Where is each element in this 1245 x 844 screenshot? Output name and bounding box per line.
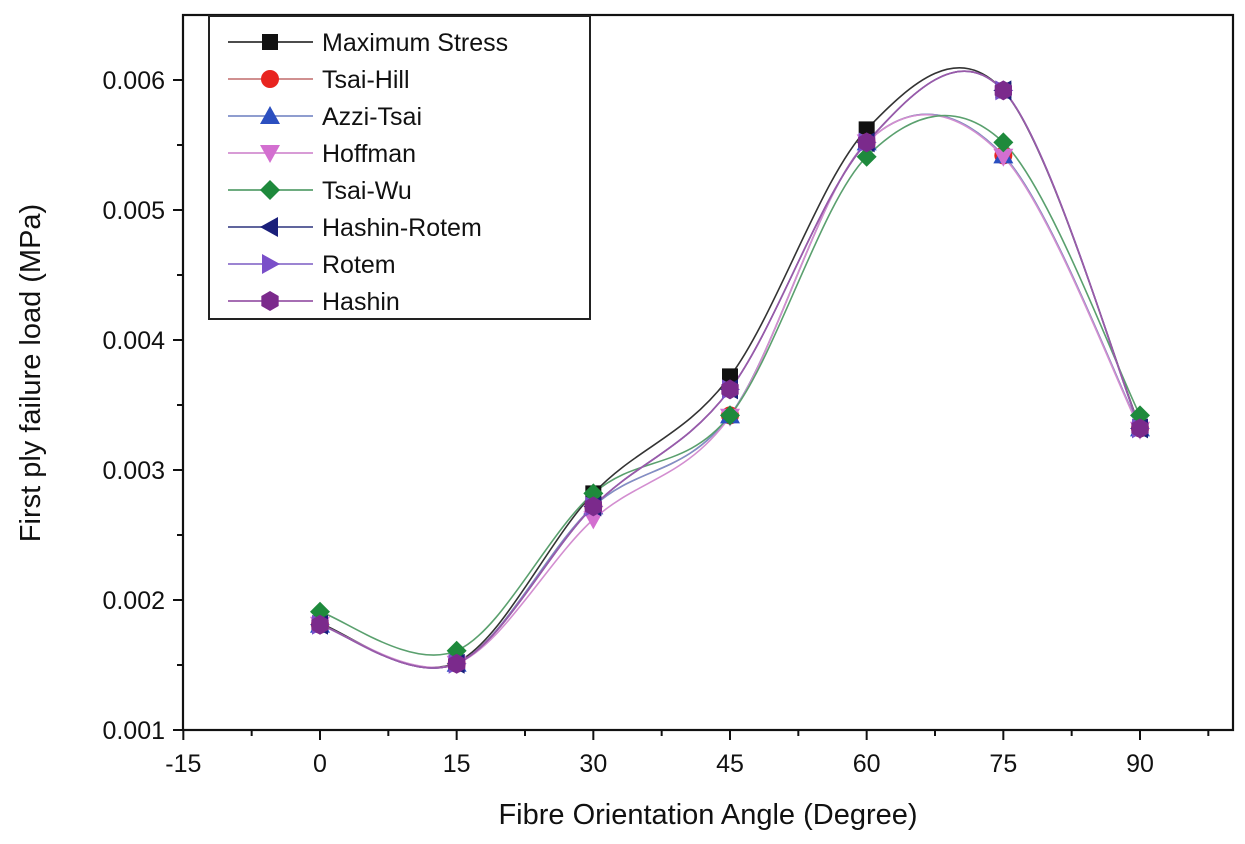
legend-item: Maximum Stress	[228, 29, 508, 57]
legend-label: Rotem	[322, 251, 396, 279]
x-tick-label: -15	[165, 750, 201, 778]
legend-label: Tsai-Hill	[322, 66, 410, 94]
x-tick-label: 60	[853, 750, 881, 778]
markers-hashin	[311, 80, 1149, 674]
data-point	[994, 80, 1012, 101]
y-tick-label: 0.005	[102, 197, 165, 225]
data-point	[721, 379, 739, 400]
legend-label: Hashin	[322, 288, 400, 316]
series-line	[319, 114, 1141, 656]
x-tick-label: 15	[443, 750, 471, 778]
y-tick-label: 0.002	[102, 587, 165, 615]
legend-label: Tsai-Wu	[322, 177, 412, 205]
data-point	[584, 496, 602, 517]
legend-label: Hoffman	[322, 140, 416, 168]
data-point	[583, 511, 604, 530]
series-tsai-wu	[319, 114, 1141, 656]
data-point	[993, 132, 1014, 153]
data-point	[722, 368, 738, 385]
legend-label: Azzi-Tsai	[322, 103, 422, 131]
data-point	[1131, 418, 1149, 439]
x-tick-label: 45	[716, 750, 744, 778]
data-point	[311, 614, 329, 635]
y-tick-label: 0.004	[102, 327, 165, 355]
data-point	[856, 146, 877, 167]
series-layer	[310, 67, 1150, 674]
triangle-up-marker	[260, 106, 280, 124]
x-tick-label: 30	[579, 750, 607, 778]
x-tick-label: 90	[1126, 750, 1154, 778]
legend-item: Hoffman	[228, 140, 416, 168]
x-tick-label: 75	[989, 750, 1017, 778]
legend-item: Rotem	[228, 251, 396, 279]
diamond-marker	[260, 180, 280, 200]
y-tick-label: 0.001	[102, 717, 165, 745]
legend-item: Tsai-Hill	[228, 66, 410, 94]
data-point	[448, 653, 466, 674]
legend-label: Hashin-Rotem	[322, 214, 482, 242]
legend-label: Maximum Stress	[322, 29, 508, 57]
legend-item: Hashin	[228, 288, 400, 316]
legend-box	[208, 15, 591, 320]
hexagon-marker	[261, 291, 279, 311]
data-point	[858, 132, 876, 153]
legend-item: Tsai-Wu	[228, 177, 412, 205]
axes-layer	[181, 13, 1235, 732]
x-axis-label: Fibre Orientation Angle (Degree)	[498, 799, 917, 831]
data-point	[993, 148, 1014, 167]
y-tick-label: 0.006	[102, 67, 165, 95]
series-hashin	[319, 70, 1141, 669]
circle-marker	[261, 70, 279, 88]
square-marker	[262, 34, 278, 50]
y-tick-label: 0.003	[102, 457, 165, 485]
y-axis-label: First ply failure load (MPa)	[15, 204, 47, 542]
data-point	[858, 121, 875, 138]
triangle-down-marker	[260, 145, 280, 163]
plot-frame	[181, 13, 1235, 732]
legend: Maximum Stress Tsai-Hill Azzi-Tsai Hoffman T…	[208, 15, 591, 320]
legend-item: Hashin-Rotem	[228, 214, 482, 242]
data-point	[720, 405, 740, 426]
triangle-left-marker	[260, 217, 278, 237]
x-tick-label: 0	[313, 750, 327, 778]
series-line	[319, 70, 1141, 669]
legend-item: Azzi-Tsai	[228, 103, 422, 131]
triangle-right-marker	[262, 254, 280, 274]
